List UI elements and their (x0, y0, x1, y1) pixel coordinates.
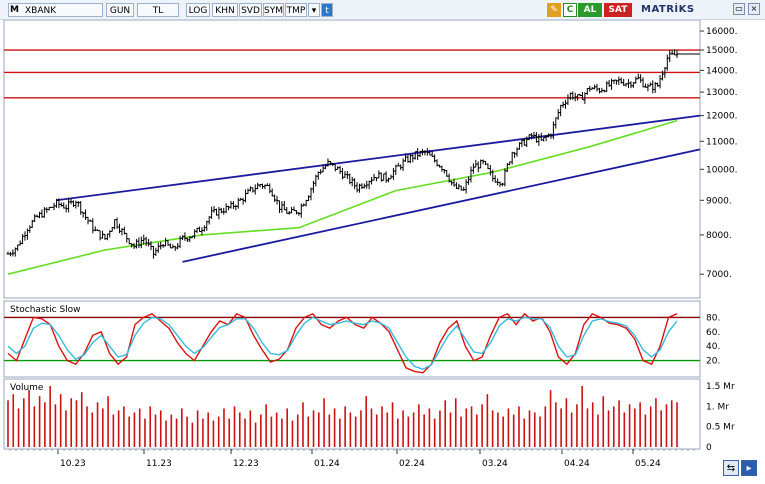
x-axis-label: 05.24 (635, 459, 661, 469)
svd-button[interactable]: SVD (239, 3, 262, 17)
trend-line-upper (56, 114, 701, 202)
volume-panel (7, 386, 678, 447)
price-axis-label: 15000. (706, 46, 738, 56)
trend-line-lower (182, 148, 701, 263)
chart-canvas[interactable]: 16000. 15000. 14000. 13000. 12000. 11000. 1000… (0, 20, 765, 484)
stochastic-axis-label: 20. (706, 357, 720, 367)
sell-button[interactable]: SAT (604, 3, 632, 17)
buy-button[interactable]: AL (578, 3, 602, 17)
price-axis-label: 9000. (706, 196, 732, 206)
stochastic-panel-frame (3, 300, 701, 378)
price-axis-label: 11000. (706, 137, 738, 147)
stochastic-series-k (7, 312, 678, 374)
stochastic-axis-label: 60. (706, 328, 720, 338)
edit-icon[interactable]: ✎ (547, 3, 561, 17)
bottom-bar: ⇆ ▸ (0, 455, 765, 484)
scroll-right-icon[interactable]: ▸ (741, 460, 757, 476)
symbol-prefix: M (10, 5, 19, 15)
symbol-selector[interactable]: M XBANK (8, 3, 103, 17)
stochastic-series-d (7, 316, 678, 370)
x-axis-label: 10.23 (60, 459, 86, 469)
log-scale-button[interactable]: LOG (186, 3, 210, 17)
price-axis-label: 12000. (706, 112, 738, 122)
volume-title: Volume (10, 383, 44, 393)
x-axis-label: 12.23 (233, 459, 259, 469)
khn-button[interactable]: KHN (212, 3, 238, 17)
price-panel-frame (3, 20, 701, 299)
stochastic-axis-label: 40. (706, 342, 720, 352)
price-axis-label: 8000. (706, 231, 732, 241)
volume-panel-frame (3, 378, 701, 450)
price-axis-label: 14000. (706, 66, 738, 76)
price-axis-label: 16000. (706, 27, 738, 37)
price-panel (4, 49, 701, 275)
dropdown-chevron-icon[interactable]: ▾ (308, 3, 320, 17)
x-axis-label: 11.23 (146, 459, 172, 469)
volume-axis-label: 1.5 Mr (706, 382, 735, 392)
period-button[interactable]: GUN (106, 3, 134, 17)
restore-icon[interactable]: ▭ (733, 3, 745, 15)
x-axis-label: 04.24 (564, 459, 590, 469)
close-icon[interactable]: × (748, 3, 760, 15)
symbol-label: XBANK (25, 6, 57, 16)
x-axis-label: 03.24 (482, 459, 508, 469)
moving-average-line (7, 119, 678, 275)
sym-button[interactable]: SYM (263, 3, 284, 17)
stochastic-panel (4, 312, 700, 374)
price-axis-label: 7000. (706, 270, 732, 280)
tmp-button[interactable]: TMP (285, 3, 307, 17)
volume-axis-label: 0 (706, 443, 712, 453)
twitter-icon[interactable]: t (321, 3, 333, 17)
currency-button[interactable]: TL (137, 3, 179, 17)
x-axis-label: 02.24 (399, 459, 425, 469)
scroll-left-icon[interactable]: ⇆ (723, 460, 739, 476)
flag-c-button[interactable]: C (563, 3, 577, 17)
volume-axis-label: 1. Mr (706, 402, 729, 412)
volume-axis-label: 0.5 Mr (706, 423, 735, 433)
toolbar: M XBANK GUN TL LOG KHN SVD SYM TMP ▾ t ✎… (0, 0, 765, 20)
x-axis-label: 01.24 (314, 459, 340, 469)
price-axis-label: 13000. (706, 88, 738, 98)
stochastic-axis-label: 80. (706, 313, 720, 323)
price-axis-label: 10000. (706, 165, 738, 175)
axes: 16000. 15000. 14000. 13000. 12000. 11000. 1000… (9, 27, 738, 469)
brand-logo: MATRİKS (641, 4, 695, 15)
stochastic-title: Stochastic Slow (10, 305, 81, 315)
